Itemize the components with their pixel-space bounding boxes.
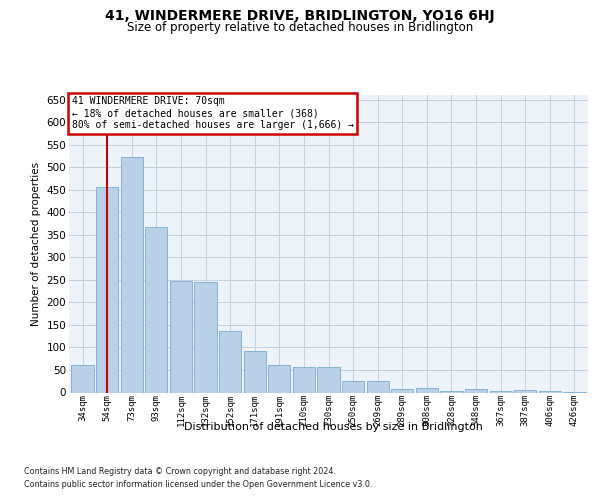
Bar bbox=[268, 366, 290, 392]
Bar bbox=[490, 391, 512, 392]
Bar bbox=[170, 281, 192, 392]
Bar bbox=[121, 157, 143, 392]
Bar bbox=[465, 389, 487, 392]
Text: 41, WINDERMERE DRIVE, BRIDLINGTON, YO16 6HJ: 41, WINDERMERE DRIVE, BRIDLINGTON, YO16 … bbox=[105, 9, 495, 23]
Text: Size of property relative to detached houses in Bridlington: Size of property relative to detached ho… bbox=[127, 21, 473, 34]
Text: Contains HM Land Registry data © Crown copyright and database right 2024.: Contains HM Land Registry data © Crown c… bbox=[24, 467, 336, 476]
Bar bbox=[514, 390, 536, 392]
Y-axis label: Number of detached properties: Number of detached properties bbox=[31, 162, 41, 326]
Bar bbox=[71, 364, 94, 392]
Bar bbox=[194, 282, 217, 393]
Bar bbox=[317, 368, 340, 392]
Text: 41 WINDERMERE DRIVE: 70sqm
← 18% of detached houses are smaller (368)
80% of sem: 41 WINDERMERE DRIVE: 70sqm ← 18% of deta… bbox=[71, 96, 353, 130]
Bar bbox=[367, 381, 389, 392]
Bar bbox=[391, 390, 413, 392]
Text: Contains public sector information licensed under the Open Government Licence v3: Contains public sector information licen… bbox=[24, 480, 373, 489]
Bar bbox=[145, 226, 167, 392]
Bar bbox=[244, 350, 266, 393]
Bar bbox=[293, 367, 315, 392]
Bar bbox=[96, 188, 118, 392]
Text: Distribution of detached houses by size in Bridlington: Distribution of detached houses by size … bbox=[184, 422, 482, 432]
Bar bbox=[219, 330, 241, 392]
Bar bbox=[440, 390, 463, 392]
Bar bbox=[416, 388, 438, 392]
Bar bbox=[539, 391, 561, 392]
Bar bbox=[342, 381, 364, 392]
